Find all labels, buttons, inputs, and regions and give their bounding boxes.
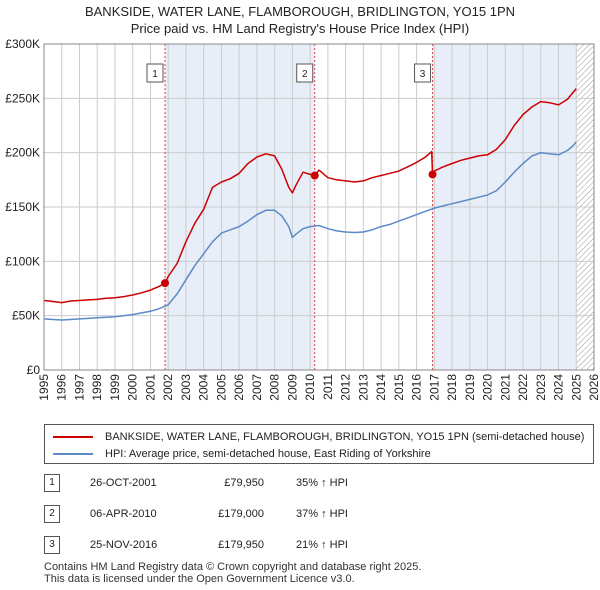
sale-price-3: £179,950 [218, 539, 264, 551]
series-line-hpi [43, 141, 577, 321]
y-tick-label-250000: £250K [5, 91, 40, 105]
sale-hpi-1: 35% ↑ HPI [296, 477, 348, 489]
sale-point-3 [428, 170, 437, 179]
y-tick-label-100000: £100K [5, 254, 40, 268]
sale-price-1: £79,950 [224, 477, 264, 489]
x-tick-label-2013: 2013 [356, 374, 370, 401]
sale-row-3: 3 25-NOV-2016 £179,950 21% ↑ HPI [44, 536, 564, 556]
y-tick-label-300000: £300K [5, 37, 40, 51]
x-tick-label-2005: 2005 [214, 374, 228, 401]
x-tick-label-2006: 2006 [232, 374, 246, 401]
sale-badge-1: 1 [44, 474, 60, 492]
sale-box-label-1: 1 [152, 69, 158, 80]
x-tick-label-2003: 2003 [179, 374, 193, 401]
legend-line-property [53, 436, 93, 438]
x-tick-label-2004: 2004 [197, 374, 211, 401]
x-tick-label-2016: 2016 [410, 374, 424, 401]
sale-price-2: £179,000 [218, 508, 264, 520]
x-tick-label-2019: 2019 [463, 374, 477, 401]
sale-date-2: 06-APR-2010 [90, 508, 157, 520]
x-tick-label-2026: 2026 [587, 374, 600, 401]
x-tick-label-2025: 2025 [569, 374, 583, 401]
sale-box-3 [414, 63, 432, 83]
sale-badge-3: 3 [44, 536, 60, 554]
x-tick-label-1995: 1995 [37, 374, 51, 401]
footer-licence: This data is licensed under the Open Gov… [44, 573, 355, 585]
x-tick-label-2014: 2014 [374, 374, 388, 401]
x-tick-label-1996: 1996 [55, 374, 69, 401]
x-tick-label-2000: 2000 [126, 374, 140, 401]
x-tick-label-2011: 2011 [321, 374, 335, 400]
x-tick-label-2010: 2010 [303, 374, 317, 401]
x-tick-label-2008: 2008 [268, 374, 282, 401]
sale-point-1 [161, 279, 169, 288]
sale-row-2: 2 06-APR-2010 £179,000 37% ↑ HPI [44, 505, 564, 525]
x-tick-label-2021: 2021 [498, 374, 512, 401]
x-tick-label-1999: 1999 [108, 374, 122, 401]
y-tick-label-150000: £150K [5, 200, 40, 214]
footer-copyright: Contains HM Land Registry data © Crown c… [44, 561, 422, 573]
x-tick-label-1997: 1997 [72, 374, 86, 401]
x-tick-label-2009: 2009 [285, 374, 299, 401]
x-tick-label-2018: 2018 [445, 374, 459, 401]
x-tick-label-2001: 2001 [143, 374, 157, 401]
x-tick-label-1998: 1998 [90, 374, 104, 401]
sale-row-1: 1 26-OCT-2001 £79,950 35% ↑ HPI [44, 474, 564, 494]
chart-title-line1: BANKSIDE, WATER LANE, FLAMBOROUGH, BRIDL… [84, 4, 516, 19]
chart-title-line2: Price paid vs. HM Land Registry's House … [130, 21, 470, 36]
sale-box-label-2: 2 [302, 69, 308, 80]
x-tick-label-2007: 2007 [250, 374, 264, 401]
sale-date-1: 26-OCT-2001 [90, 477, 157, 489]
legend-item-property: BANKSIDE, WATER LANE, FLAMBOROUGH, BRIDL… [53, 429, 584, 445]
x-tick-label-2012: 2012 [339, 374, 353, 401]
legend: BANKSIDE, WATER LANE, FLAMBOROUGH, BRIDL… [44, 424, 594, 464]
legend-item-hpi: HPI: Average price, semi-detached house,… [53, 446, 431, 462]
x-tick-label-2023: 2023 [534, 374, 548, 401]
sale-box-label-3: 3 [420, 69, 426, 80]
sale-box-1 [146, 63, 164, 83]
sale-badge-2: 2 [44, 505, 60, 523]
legend-label-hpi: HPI: Average price, semi-detached house,… [105, 448, 431, 460]
plot-frame [43, 43, 595, 371]
price-chart: 1 2 3 £0 £50K £100K £150K £200K £250K £300K 1995 1… [5, 37, 600, 401]
x-tick-label-2002: 2002 [161, 374, 175, 401]
sale-hpi-2: 37% ↑ HPI [296, 508, 348, 520]
y-tick-label-0: £0 [27, 363, 41, 377]
x-tick-label-2024: 2024 [552, 374, 566, 401]
x-tick-label-2015: 2015 [392, 374, 406, 401]
sale-box-2 [296, 63, 314, 83]
sale-hpi-3: 21% ↑ HPI [296, 539, 348, 551]
legend-line-hpi [53, 453, 93, 455]
sale-date-3: 25-NOV-2016 [90, 539, 158, 551]
x-tick-label-2020: 2020 [481, 374, 495, 401]
x-tick-label-2017: 2017 [427, 374, 441, 401]
y-tick-label-200000: £200K [5, 146, 40, 160]
y-tick-label-50000: £50K [12, 309, 40, 323]
sale-point-2 [310, 171, 319, 180]
x-tick-label-2022: 2022 [516, 374, 530, 401]
legend-label-property: BANKSIDE, WATER LANE, FLAMBOROUGH, BRIDL… [105, 431, 585, 443]
